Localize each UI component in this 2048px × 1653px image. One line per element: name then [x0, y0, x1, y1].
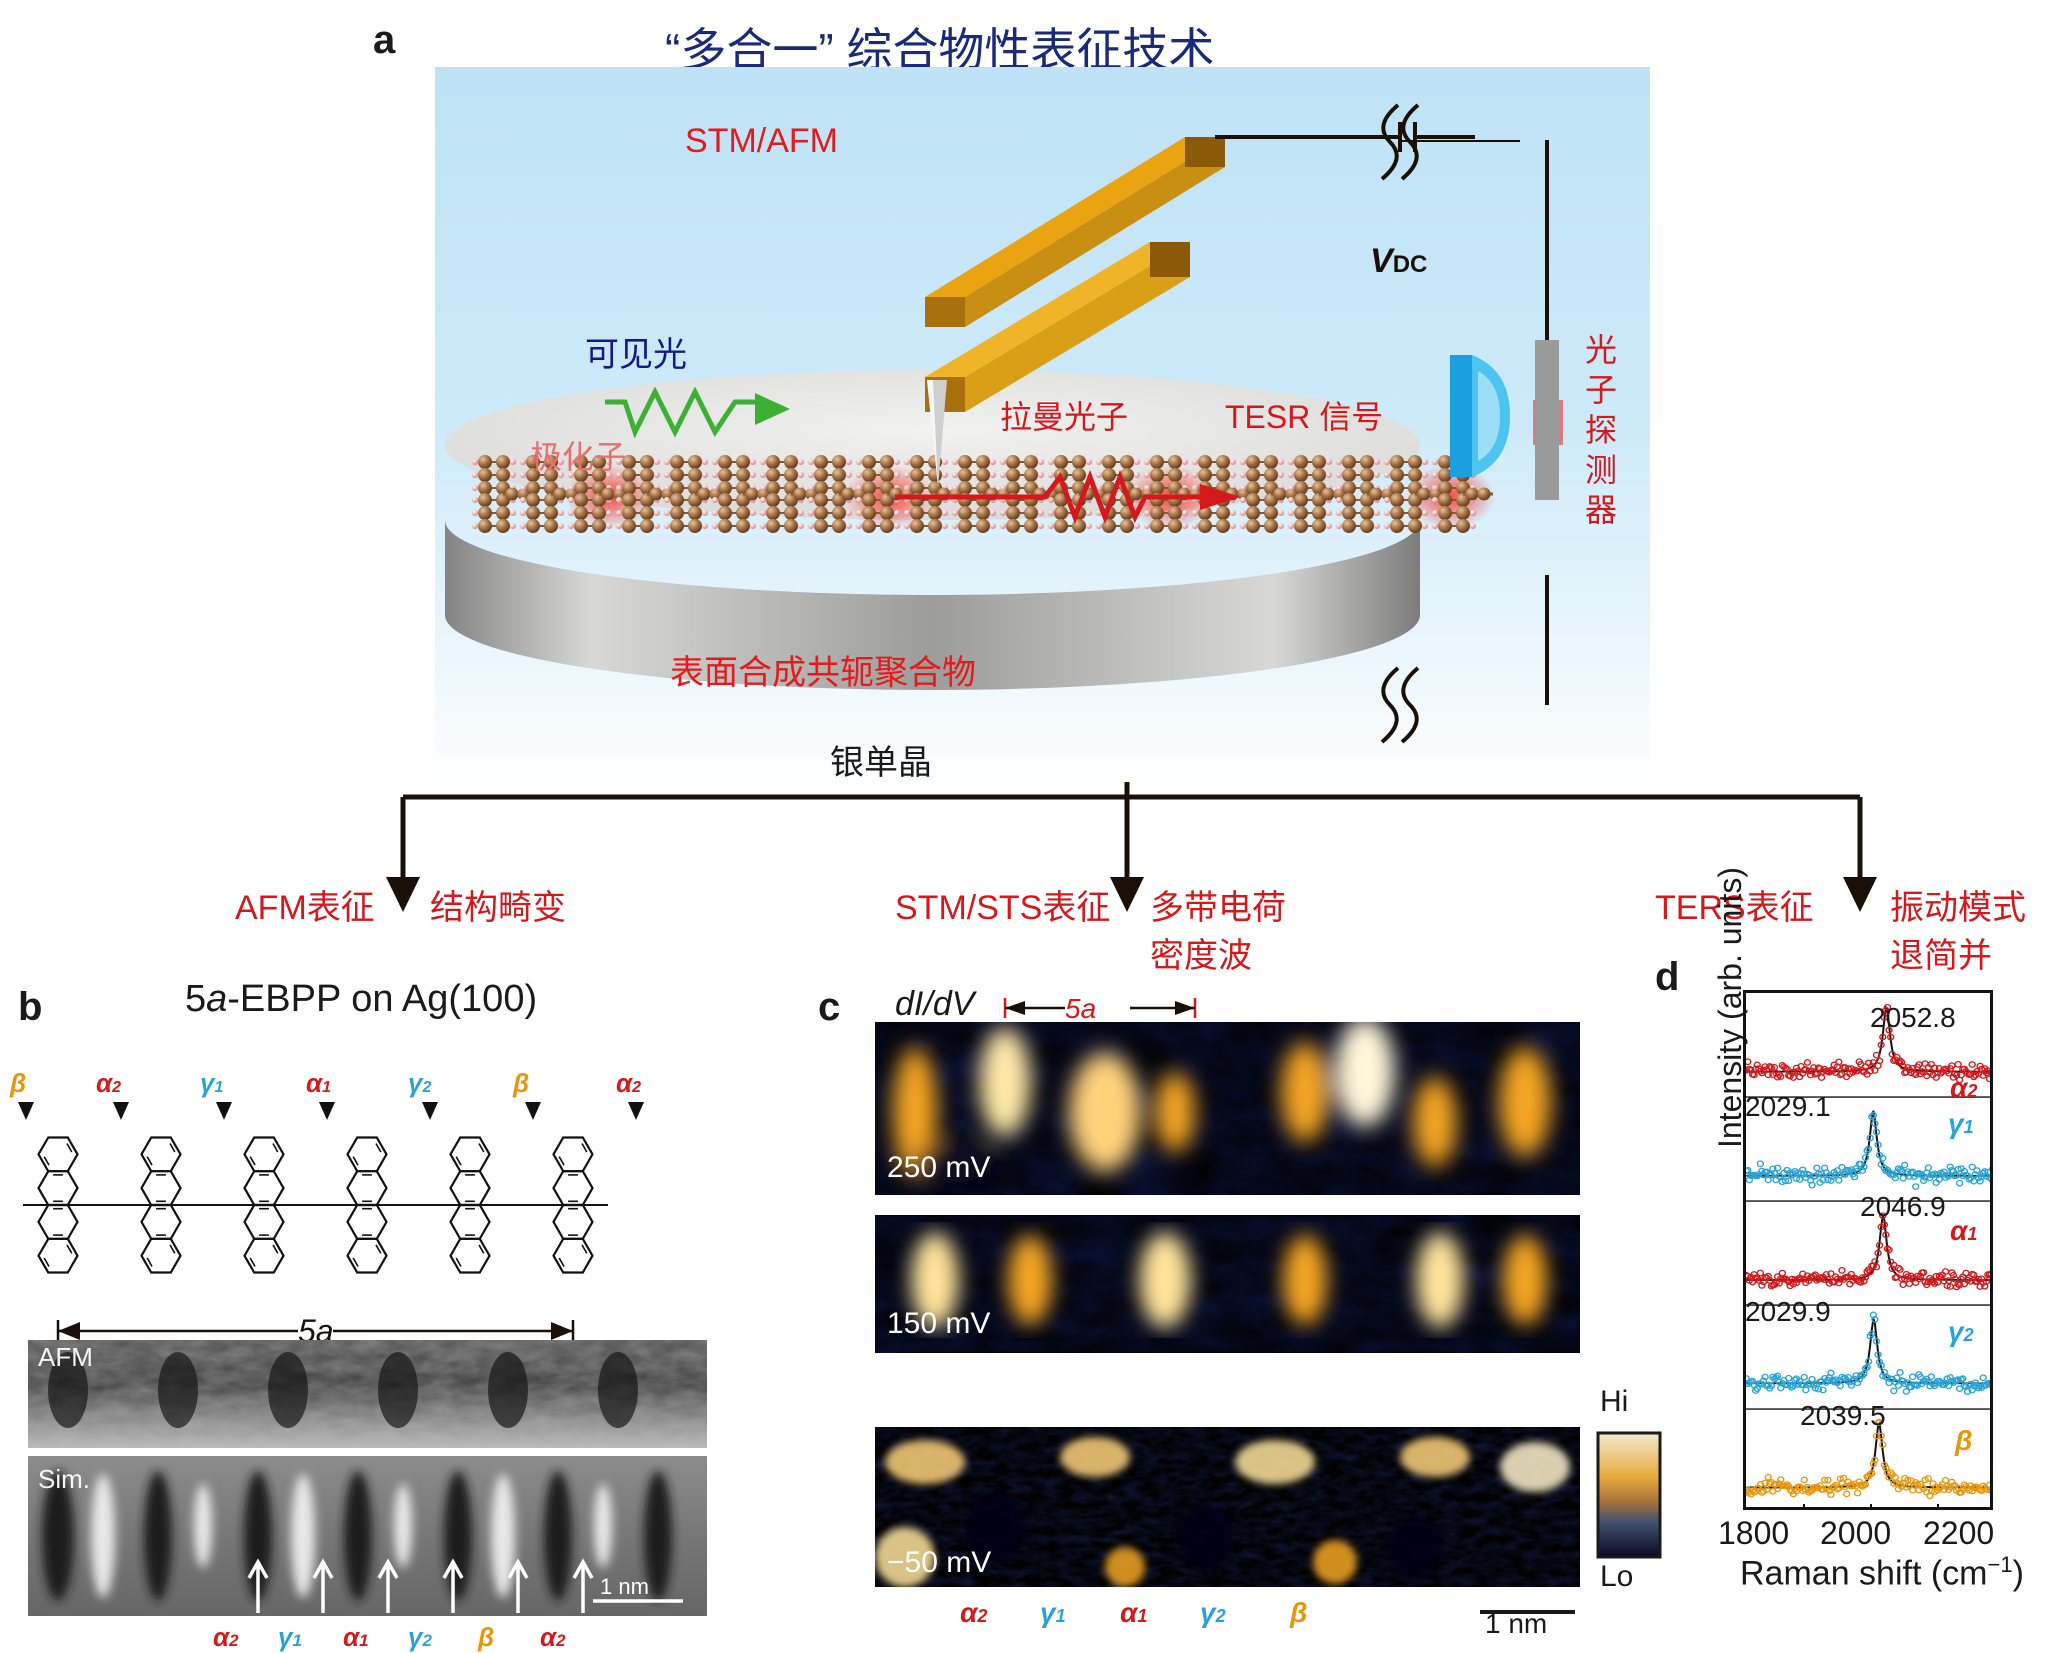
svg-text:5a: 5a — [1065, 993, 1096, 1024]
svg-text:AFM: AFM — [38, 1342, 93, 1372]
svg-text:−50 mV: −50 mV — [887, 1546, 991, 1579]
svg-text:1 nm: 1 nm — [600, 1574, 649, 1599]
svg-text:Sim.: Sim. — [38, 1464, 90, 1494]
svg-text:150 mV: 150 mV — [887, 1307, 990, 1340]
svg-text:250 mV: 250 mV — [887, 1151, 990, 1184]
